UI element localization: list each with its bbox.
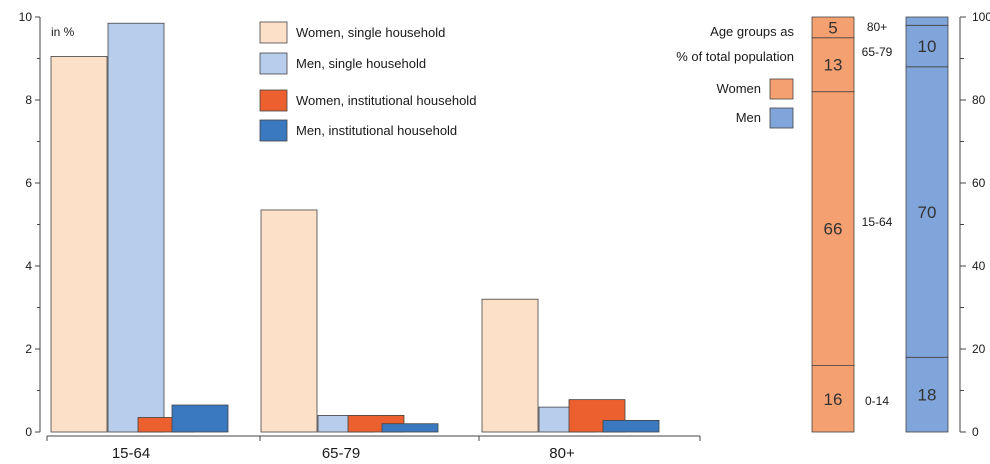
right-tick-label: 20 xyxy=(972,342,986,356)
stack-men-1 xyxy=(905,356,949,433)
age-group-label: 15-64 xyxy=(862,215,893,229)
y-tick-label: 2 xyxy=(25,342,32,356)
bar-4-2 xyxy=(381,423,439,433)
segment-label: 10 xyxy=(918,37,937,56)
right-tick-label: 60 xyxy=(972,176,986,190)
right-tick-label: 100 xyxy=(972,10,990,24)
inset-label: Men xyxy=(736,110,761,125)
segment-label: 5 xyxy=(828,18,837,37)
stack-women-4 xyxy=(811,16,855,39)
segment-label: 16 xyxy=(824,390,843,409)
segment-label: 13 xyxy=(824,56,843,75)
inset-label: Women xyxy=(716,81,761,96)
legend-swatch xyxy=(259,52,288,75)
inset-title-line-1: Age groups as xyxy=(710,24,794,39)
bar-1-3 xyxy=(481,298,539,433)
legend-label: Men, single household xyxy=(296,56,426,71)
right-tick-label: 80 xyxy=(972,93,986,107)
legend-swatch xyxy=(259,119,288,142)
segment-label: 70 xyxy=(918,203,937,222)
stack-women-2 xyxy=(811,91,855,366)
bar-1-1 xyxy=(50,56,108,433)
stack-men-4 xyxy=(905,16,949,26)
unit-label: in % xyxy=(51,25,75,39)
y-tick-label: 4 xyxy=(25,259,32,273)
inset-title-line-2: % of total population xyxy=(676,49,794,64)
age-group-label: 80+ xyxy=(867,20,887,34)
right-tick-label: 0 xyxy=(972,425,979,439)
y-tick-label: 10 xyxy=(19,10,33,24)
inset-swatch xyxy=(769,107,794,129)
inset-swatch xyxy=(769,78,794,100)
y-tick-label: 8 xyxy=(25,93,32,107)
age-group-label: 65-79 xyxy=(862,45,893,59)
bar-4-1 xyxy=(171,404,229,433)
segment-label: 18 xyxy=(918,386,937,405)
right-tick-label: 40 xyxy=(972,259,986,273)
category-label: 15-64 xyxy=(112,445,150,462)
legend-swatch xyxy=(259,21,288,44)
age-group-label: 0-14 xyxy=(865,394,889,408)
y-tick-label: 6 xyxy=(25,176,32,190)
y-tick-label: 0 xyxy=(25,425,32,439)
bar-4-3 xyxy=(602,419,660,433)
legend-label: Women, single household xyxy=(296,25,445,40)
category-label: 80+ xyxy=(549,445,575,462)
legend-swatch xyxy=(259,89,288,112)
category-label: 65-79 xyxy=(322,445,360,462)
stack-women-3 xyxy=(811,37,855,93)
stack-men-2 xyxy=(905,66,949,358)
segment-label: 66 xyxy=(824,220,843,239)
legend-label: Men, institutional household xyxy=(296,123,457,138)
bar-1-2 xyxy=(260,209,318,433)
legend-label: Women, institutional household xyxy=(296,93,476,108)
bar-2-1 xyxy=(107,22,165,433)
stack-men-3 xyxy=(905,24,949,68)
